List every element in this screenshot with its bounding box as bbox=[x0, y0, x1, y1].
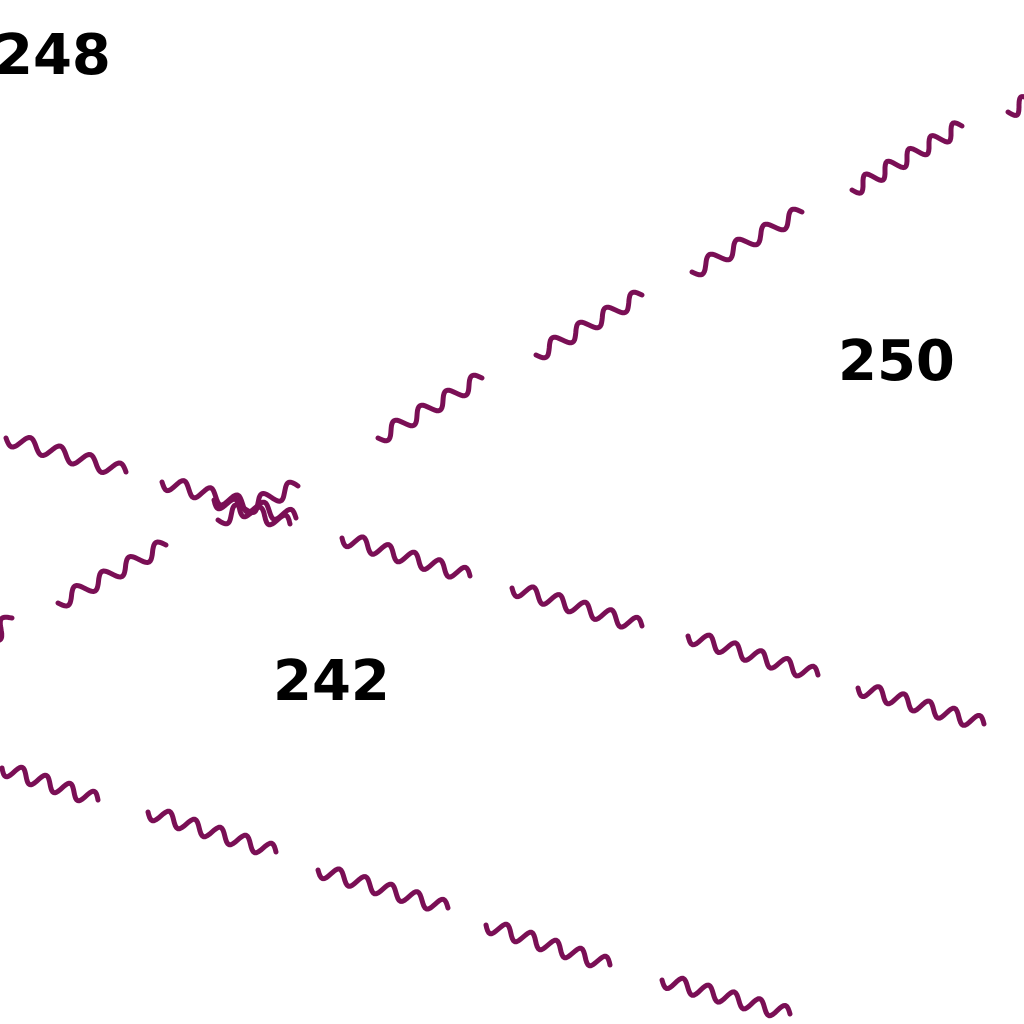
boundary-line-rising-segment-7 bbox=[0, 614, 15, 643]
boundary-line-upper-segment-8 bbox=[3, 435, 129, 475]
boundary-line-rising-segment-6 bbox=[55, 539, 169, 609]
contour-label-242: 242 bbox=[273, 649, 390, 714]
boundary-line-rising-segment-3 bbox=[533, 289, 645, 361]
contour-label-248: 248 bbox=[0, 23, 111, 88]
boundary-line-lower-segment-17 bbox=[315, 866, 451, 912]
boundary-line-lower-segment-16 bbox=[145, 808, 279, 856]
boundary-line-upper-segment-13 bbox=[685, 632, 821, 679]
boundary-line-lower-segment-19 bbox=[659, 975, 793, 1019]
boundary-line-rising-segment-4 bbox=[375, 372, 485, 444]
boundary-line-rising-segment-1 bbox=[849, 120, 965, 196]
boundary-line-upper-segment-10 bbox=[211, 496, 293, 528]
boundary-line-rising-segment-2 bbox=[689, 206, 805, 278]
boundary-line-upper-segment-11 bbox=[339, 534, 473, 580]
contour-label-250: 250 bbox=[838, 329, 955, 394]
boundary-line-upper-segment-14 bbox=[855, 684, 987, 728]
boundary-line-upper-segment-12 bbox=[509, 584, 645, 630]
boundary-line-rising-segment-0 bbox=[1005, 94, 1024, 118]
boundary-line-lower-segment-15 bbox=[0, 764, 101, 804]
boundary-line-lower-segment-18 bbox=[483, 921, 613, 969]
